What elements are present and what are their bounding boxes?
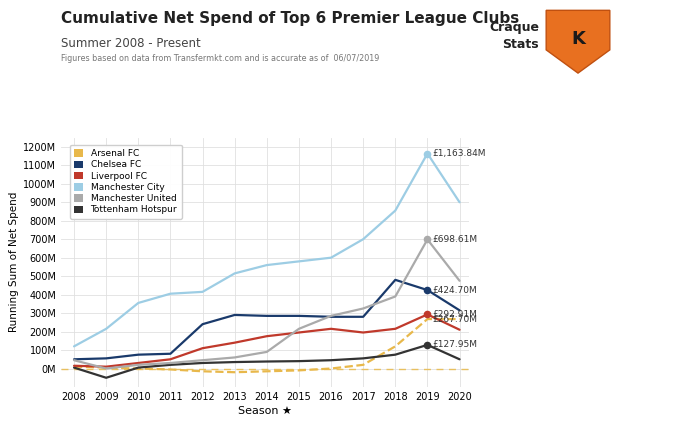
- Text: £698.61M: £698.61M: [432, 235, 477, 244]
- Y-axis label: Running Sum of Net Spend: Running Sum of Net Spend: [9, 192, 19, 332]
- Point: [422, 341, 433, 348]
- Text: Summer 2008 - Present: Summer 2008 - Present: [61, 37, 201, 49]
- Text: Figures based on data from Transfermkt.com and is accurate as of  06/07/2019: Figures based on data from Transfermkt.c…: [61, 54, 379, 63]
- Point: [422, 287, 433, 294]
- X-axis label: Season ★: Season ★: [238, 406, 292, 416]
- Text: Craque: Craque: [489, 21, 539, 34]
- Text: £1,163.84M: £1,163.84M: [432, 149, 486, 158]
- PathPatch shape: [546, 10, 610, 73]
- Text: £424.70M: £424.70M: [432, 286, 477, 295]
- Point: [422, 311, 433, 318]
- Text: Cumulative Net Spend of Top 6 Premier League Clubs: Cumulative Net Spend of Top 6 Premier Le…: [61, 11, 520, 26]
- Text: K: K: [571, 30, 585, 48]
- Legend: Arsenal FC, Chelsea FC, Liverpool FC, Manchester City, Manchester United, Totten: Arsenal FC, Chelsea FC, Liverpool FC, Ma…: [70, 144, 182, 219]
- Text: £292.91M: £292.91M: [432, 310, 477, 319]
- Text: Stats: Stats: [503, 38, 539, 51]
- Text: £267.70M: £267.70M: [432, 315, 477, 323]
- Point: [422, 150, 433, 157]
- Point: [422, 236, 433, 243]
- Text: £127.95M: £127.95M: [432, 341, 477, 350]
